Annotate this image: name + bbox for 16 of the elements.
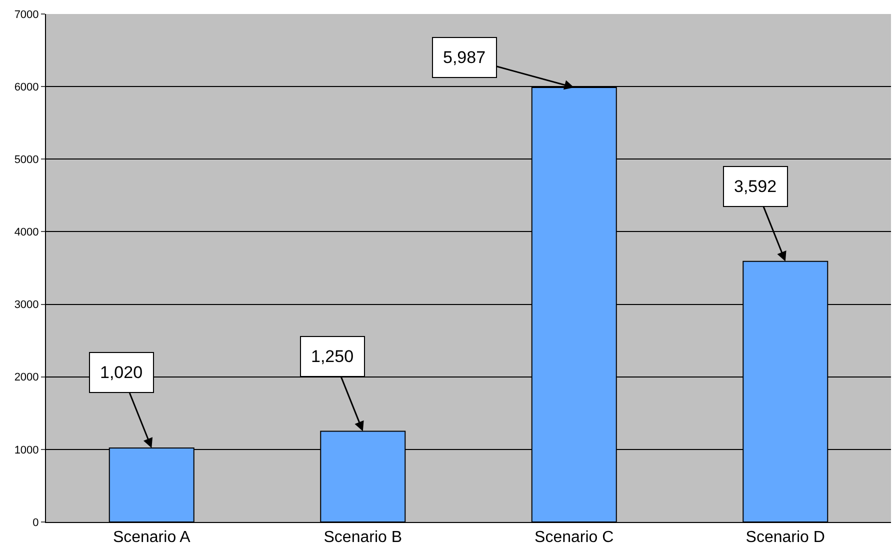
- x-tick-label: Scenario D: [746, 529, 825, 546]
- annotation: 1,020: [100, 363, 143, 382]
- y-tick-label: 6000: [14, 81, 39, 94]
- y-tick-label: 4000: [14, 226, 39, 239]
- annotation: 3,592: [734, 177, 777, 196]
- x-tick-label: Scenario C: [534, 529, 614, 546]
- annotation: 5,987: [443, 48, 486, 67]
- y-tick-label: 2000: [14, 372, 39, 384]
- y-tick-label: 3000: [14, 299, 39, 312]
- y-tick-label: 0: [32, 516, 39, 529]
- annotation: 1,250: [311, 347, 354, 366]
- x-tick-label: Scenario A: [112, 529, 191, 546]
- y-tick-label: 7000: [14, 8, 39, 21]
- y-tick-label: 1000: [14, 444, 39, 456]
- y-tick-label: 5000: [14, 154, 39, 166]
- x-tick-label: Scenario B: [324, 529, 402, 546]
